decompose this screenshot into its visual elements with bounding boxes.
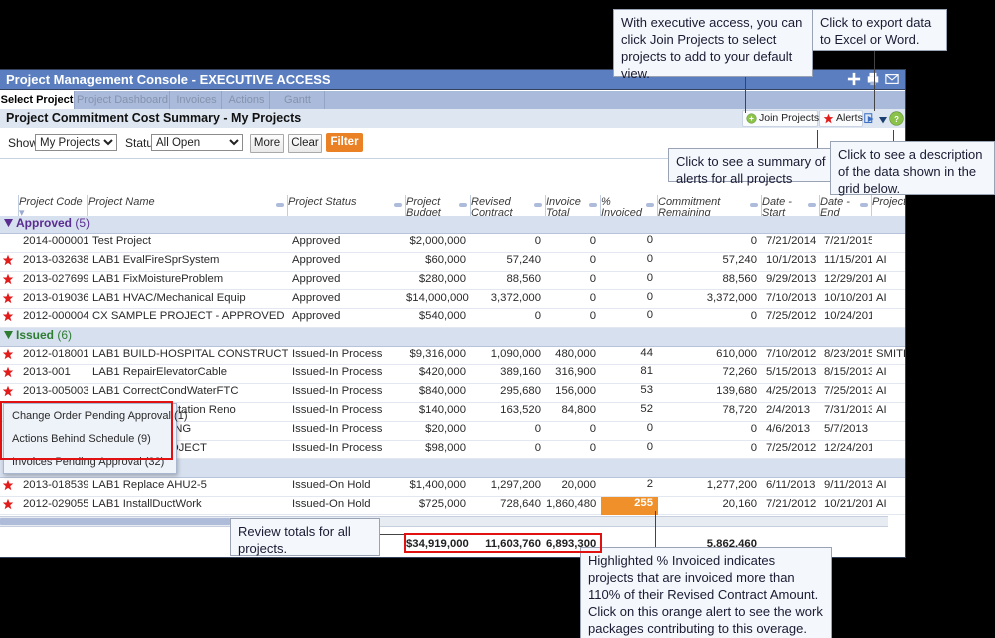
svg-text:?: ? <box>894 115 899 124</box>
